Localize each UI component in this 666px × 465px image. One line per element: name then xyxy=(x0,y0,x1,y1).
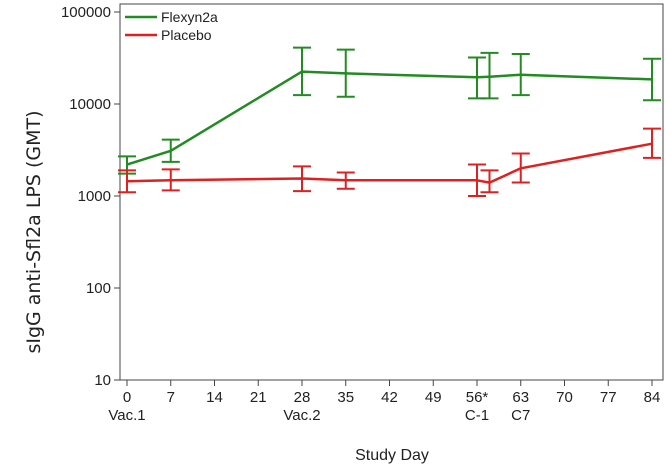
y-tick-label: 100000 xyxy=(61,4,111,21)
legend: Flexyn2a Placebo xyxy=(125,9,218,43)
error-bar xyxy=(161,138,180,163)
axes xyxy=(119,3,664,381)
x-sublabel: C-1 xyxy=(465,407,489,424)
error-bar xyxy=(480,51,499,100)
x-sublabel: Vac.1 xyxy=(108,407,145,424)
error-bar xyxy=(511,152,530,184)
x-tick-label: 42 xyxy=(381,389,398,406)
error-bar xyxy=(336,171,355,190)
x-axis-ticks: 0 7 14 21 28 35 42 49 56* 63 70 77 84 Vac.1 Vac.2 C-1 C7 xyxy=(108,380,660,424)
x-tick-label: 7 xyxy=(167,389,175,406)
legend-label: Placebo xyxy=(161,27,212,43)
y-tick-label: 10000 xyxy=(69,96,111,113)
x-tick-label: 0 xyxy=(123,389,131,406)
x-tick-label: 35 xyxy=(337,389,354,406)
series-placebo xyxy=(118,127,661,197)
x-axis-title: Study Day xyxy=(355,447,429,464)
x-tick-label: 63 xyxy=(512,389,529,406)
plot-frame xyxy=(119,3,664,381)
legend-item-placebo: Placebo xyxy=(125,27,212,43)
x-tick-label: 14 xyxy=(206,389,223,406)
x-sublabel: C7 xyxy=(511,407,530,424)
x-tick-label: 21 xyxy=(250,389,267,406)
error-bar xyxy=(336,48,355,98)
y-axis-ticks: 10 100 1000 10000 100000 xyxy=(61,4,120,389)
error-bar xyxy=(643,57,661,102)
error-bar xyxy=(468,163,486,197)
error-bar xyxy=(480,169,499,194)
y-tick-label: 100 xyxy=(86,280,111,297)
series-layer xyxy=(118,46,661,197)
error-bar xyxy=(161,168,180,192)
y-tick-label: 1000 xyxy=(78,188,111,205)
x-tick-label: 77 xyxy=(600,389,617,406)
x-sublabel: Vac.2 xyxy=(283,407,320,424)
y-tick-label: 10 xyxy=(94,372,111,389)
error-bar xyxy=(293,46,311,97)
series-line xyxy=(126,142,653,184)
legend-item-flexyn2a: Flexyn2a xyxy=(125,9,218,25)
legend-label: Flexyn2a xyxy=(161,9,218,25)
series-line xyxy=(126,70,653,166)
error-bar xyxy=(293,165,311,193)
error-bar xyxy=(643,127,661,159)
x-tick-label: 49 xyxy=(425,389,442,406)
x-tick-label: 56* xyxy=(466,389,489,406)
x-tick-label: 28 xyxy=(294,389,311,406)
x-tick-label: 70 xyxy=(556,389,573,406)
error-bar xyxy=(118,169,136,194)
x-tick-label: 84 xyxy=(644,389,661,406)
y-axis-title: sIgG anti-Sfl2a LPS (GMT) xyxy=(23,110,45,353)
series-flexyn2a xyxy=(118,46,661,175)
error-bar xyxy=(511,52,530,97)
